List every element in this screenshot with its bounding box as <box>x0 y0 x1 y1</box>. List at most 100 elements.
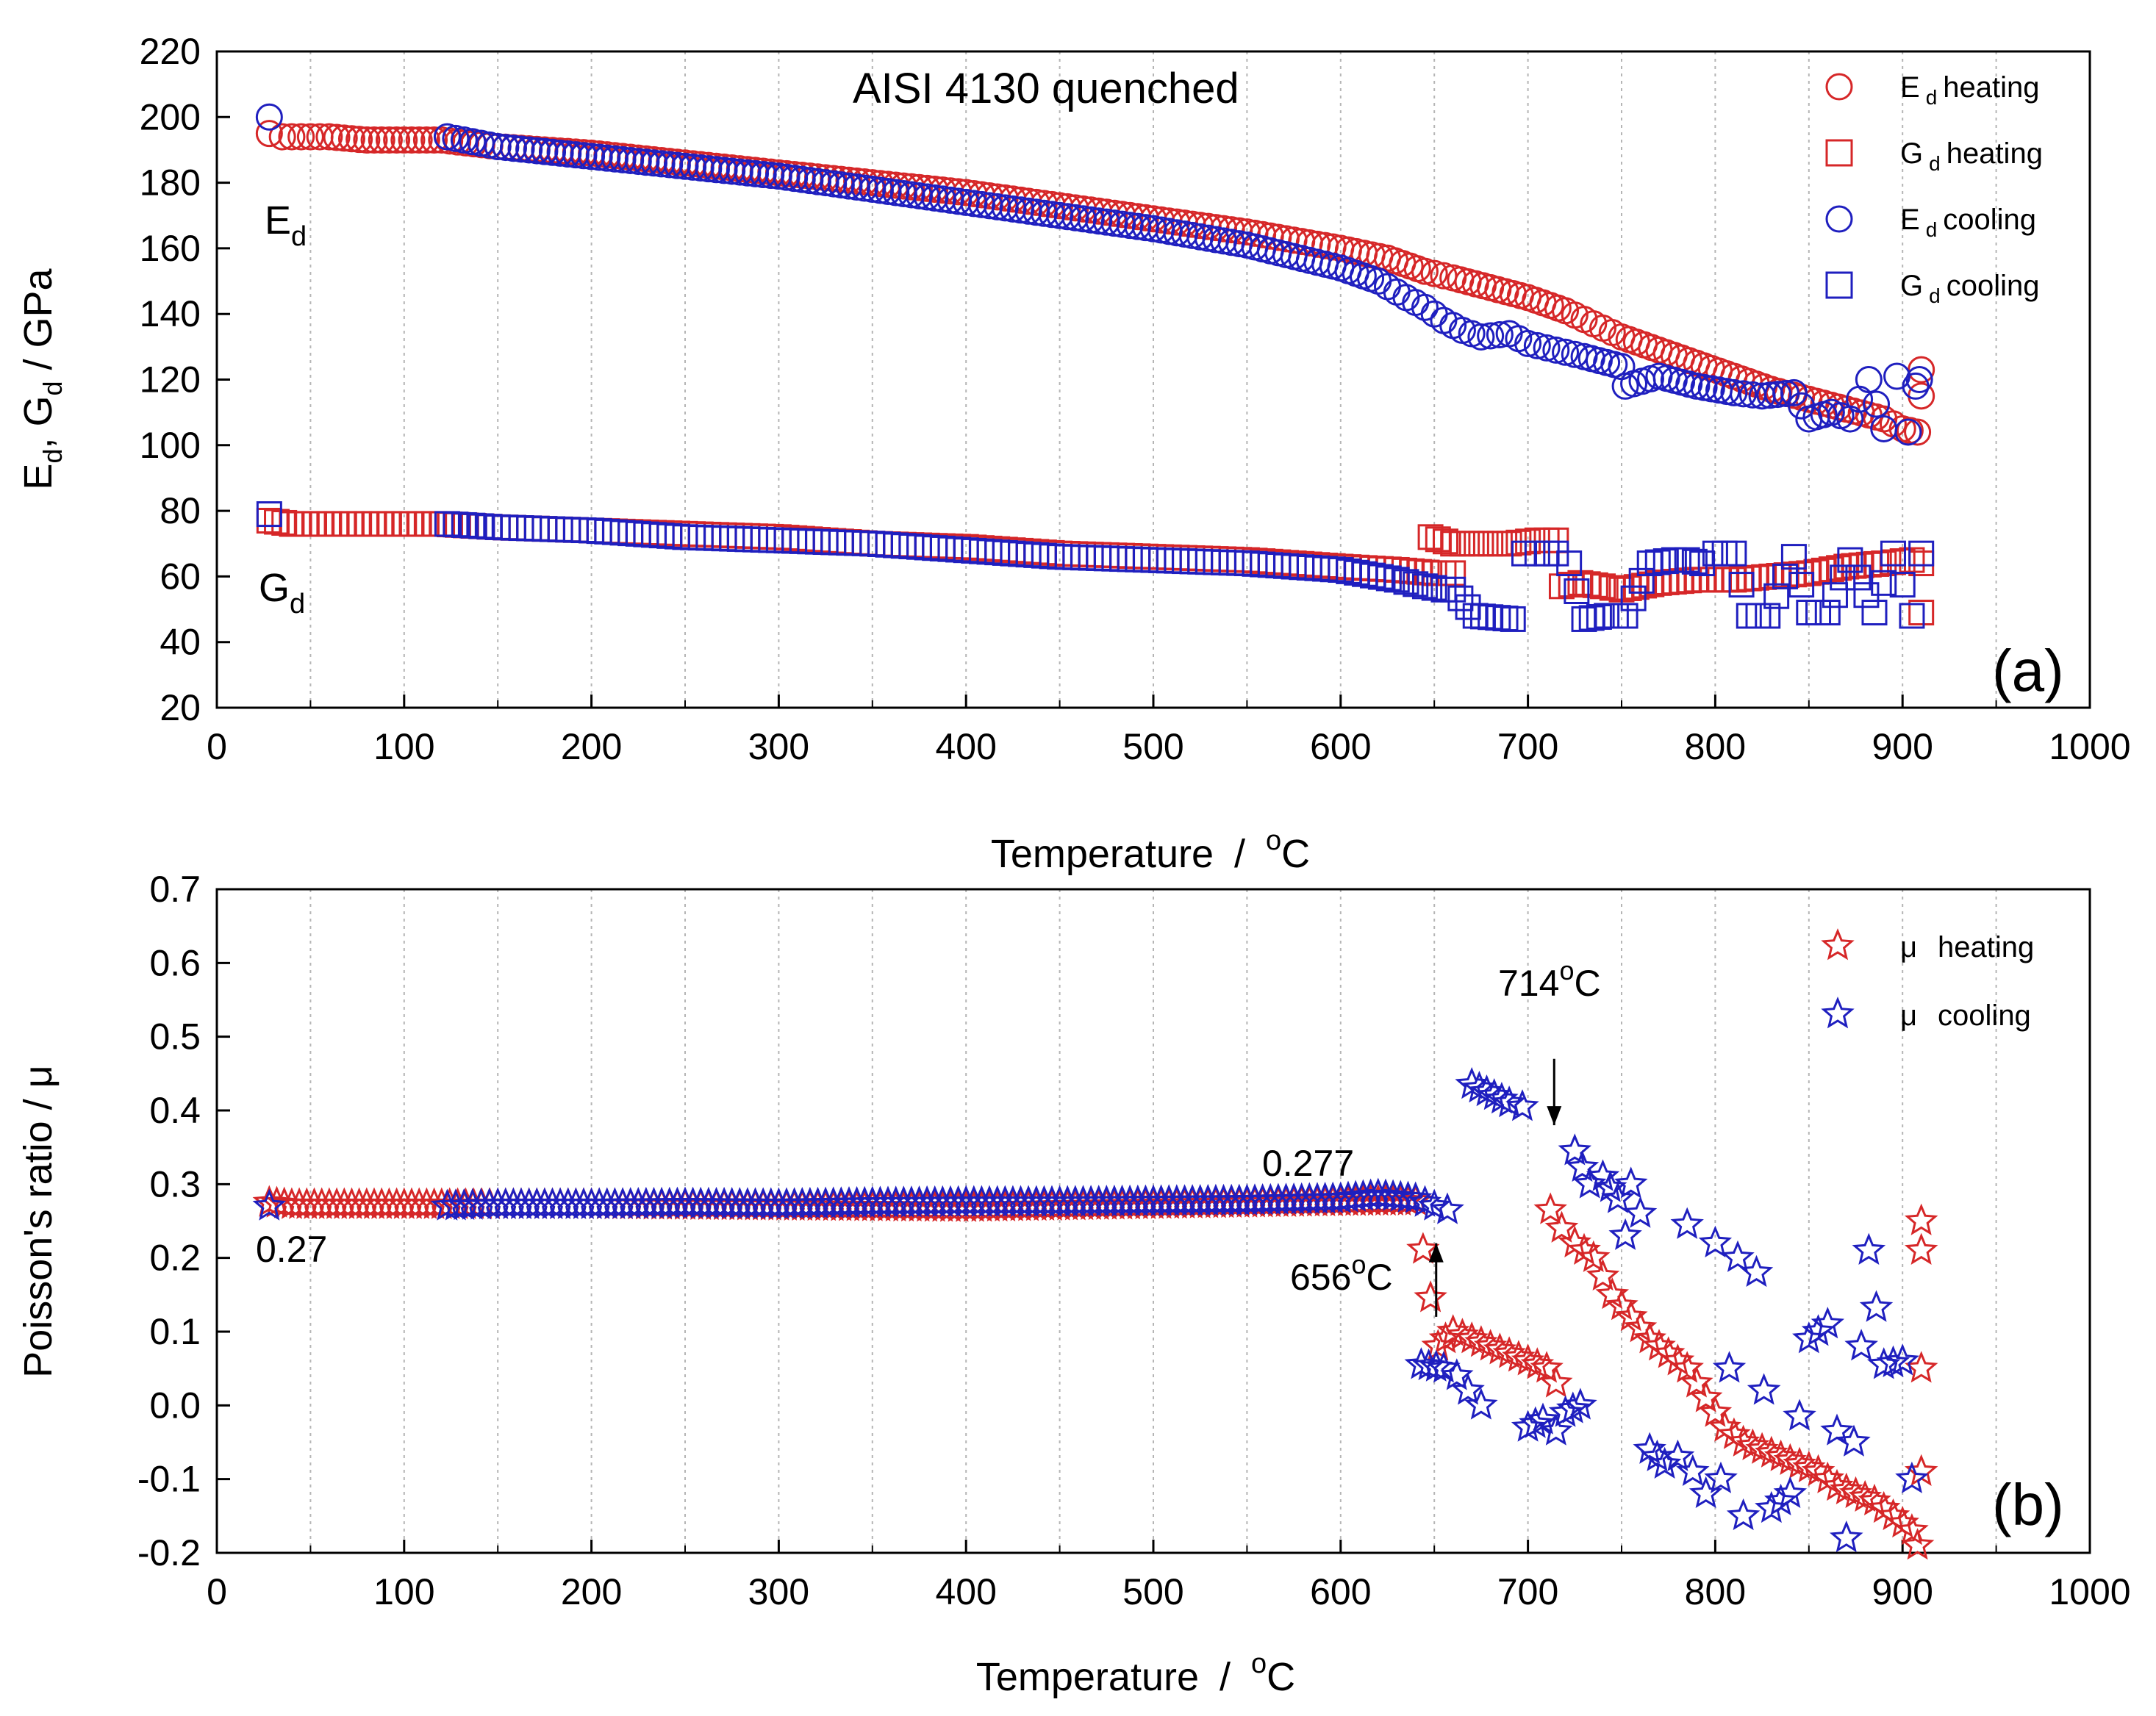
data-point <box>539 138 567 166</box>
data-point <box>1492 1336 1526 1368</box>
data-point <box>1511 1343 1545 1376</box>
data-point <box>820 528 847 554</box>
data-point <box>843 173 871 201</box>
data-point <box>398 511 425 537</box>
data-point <box>476 514 503 540</box>
data-point <box>1755 1435 1788 1468</box>
data-point <box>1478 604 1504 631</box>
data-point <box>1698 1225 1733 1257</box>
data-point <box>632 148 660 176</box>
data-point <box>316 511 343 537</box>
data-point <box>1688 1380 1723 1412</box>
anno-714-main: 714 <box>1498 963 1559 1004</box>
data-point <box>433 123 461 151</box>
data-point <box>617 520 644 547</box>
data-point <box>1773 1476 1808 1509</box>
data-point <box>271 509 298 536</box>
data-point <box>594 518 620 545</box>
data-point <box>1908 540 1935 567</box>
data-point <box>1863 390 1891 418</box>
data-point <box>601 519 628 545</box>
data-point <box>1721 567 1747 593</box>
data-point <box>1763 583 1790 609</box>
data-point <box>562 517 589 543</box>
data-point <box>1712 1351 1747 1383</box>
data-point <box>1780 378 1808 406</box>
x-tick-label: 800 <box>1685 1571 1746 1612</box>
y-tick-label: 40 <box>160 622 201 663</box>
curve-label-gd-main: G <box>259 566 290 610</box>
data-point <box>875 531 901 557</box>
annotation-656c: 656oC <box>1290 1249 1393 1298</box>
data-point <box>1440 1358 1474 1390</box>
data-point <box>1514 329 1542 357</box>
data-point <box>757 162 785 190</box>
data-point <box>1375 565 1402 592</box>
data-point <box>906 182 933 209</box>
data-point <box>1092 208 1120 236</box>
data-point <box>1571 606 1597 632</box>
x-tick-label: 500 <box>1122 1571 1183 1612</box>
data-point <box>984 193 1011 220</box>
data-point <box>1871 570 1897 596</box>
xlabel-b-sep: / <box>1220 1655 1231 1699</box>
data-point <box>1364 268 1392 295</box>
data-point <box>702 156 730 184</box>
xlabel-unit: C <box>1281 832 1310 876</box>
data-point <box>1430 560 1457 586</box>
legend-ed-cooling-rest: cooling <box>1943 204 2036 236</box>
data-point <box>1705 567 1732 593</box>
data-point <box>450 126 478 154</box>
data-point <box>1502 1340 1536 1372</box>
legend-gd-heating-sub: d <box>1929 152 1941 175</box>
x-tick-label: 300 <box>748 1571 809 1612</box>
data-point <box>531 516 558 542</box>
x-tick-label: 900 <box>1872 1571 1933 1612</box>
data-point <box>1811 1307 1845 1339</box>
data-point <box>1577 1240 1611 1272</box>
data-point <box>309 511 335 537</box>
data-point <box>555 517 581 543</box>
data-point <box>1601 1181 1635 1213</box>
data-point <box>279 511 305 537</box>
data-point <box>1829 1520 1863 1553</box>
data-point <box>781 165 809 193</box>
y-tick-label: 140 <box>140 293 201 334</box>
data-point <box>1383 278 1411 306</box>
data-point <box>1905 366 1933 393</box>
xlabel-deg: o <box>1266 825 1281 856</box>
data-point <box>1053 203 1081 231</box>
data-point <box>405 126 433 154</box>
data-point <box>1455 1321 1489 1354</box>
data-point <box>609 520 636 546</box>
data-point <box>1520 1347 1555 1379</box>
legend-marker-mu-heating <box>1821 928 1855 961</box>
data-point <box>1623 1196 1658 1228</box>
data-point <box>1398 1181 1433 1213</box>
data-point <box>803 168 831 195</box>
data-point <box>844 529 870 556</box>
data-point <box>859 169 887 197</box>
data-point <box>1492 606 1519 632</box>
data-point <box>1883 362 1911 390</box>
data-point <box>468 513 495 539</box>
data-point <box>734 159 762 187</box>
data-point <box>820 170 848 198</box>
data-point <box>1728 572 1755 598</box>
data-point <box>679 153 707 181</box>
data-point <box>1721 540 1747 567</box>
data-point <box>337 125 365 153</box>
data-point <box>1467 323 1495 351</box>
data-point <box>1116 212 1144 240</box>
data-point <box>1586 603 1612 630</box>
data-point <box>1449 531 1475 557</box>
data-point <box>827 171 855 199</box>
data-point <box>1406 1232 1440 1264</box>
data-point <box>1427 1351 1461 1383</box>
data-point <box>361 511 387 537</box>
